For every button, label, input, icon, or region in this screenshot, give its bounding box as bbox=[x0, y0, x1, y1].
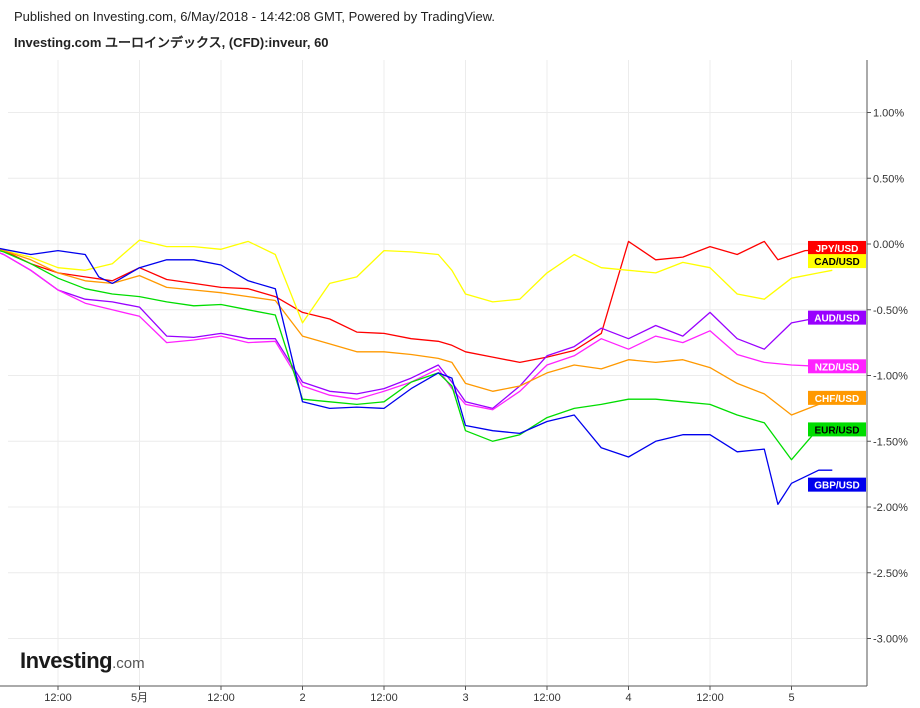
series-badge-aud-usd: AUD/USD bbox=[808, 310, 866, 325]
series-badge-bg bbox=[808, 240, 866, 255]
logo-main-text: Investing bbox=[20, 648, 113, 673]
published-info: Published on Investing.com, 6/May/2018 -… bbox=[14, 9, 496, 24]
x-axis-ticks: 12:00 5月 12:00 2 12:00 3 12:00 4 12:00 5 bbox=[44, 686, 795, 704]
y-tick-label: -2.50% bbox=[873, 568, 908, 580]
series-line-chf-usd bbox=[0, 249, 833, 416]
x-tick-label: 5 bbox=[788, 692, 794, 704]
series-badge-jpy-usd: JPY/USD bbox=[808, 240, 866, 255]
series-badge-bg bbox=[808, 359, 866, 374]
series-line-gbp-usd bbox=[0, 247, 833, 506]
series-badge-label: GBP/USD bbox=[814, 481, 860, 492]
series-badge-cad-usd: CAD/USD bbox=[808, 254, 866, 269]
x-tick-label: 12:00 bbox=[370, 692, 398, 704]
series-badge-nzd-usd: NZD/USD bbox=[808, 359, 866, 374]
series-badge-chf-usd: CHF/USD bbox=[808, 390, 866, 405]
series-badge-bg bbox=[808, 254, 866, 269]
series-badge-label: AUD/USD bbox=[814, 314, 860, 325]
y-tick-label: -1.50% bbox=[873, 436, 908, 448]
x-tick-label: 2 bbox=[299, 692, 305, 704]
series-badge-label: EUR/USD bbox=[814, 425, 859, 436]
series-line-eur-usd bbox=[0, 250, 833, 461]
y-tick-label: -2.00% bbox=[873, 502, 908, 514]
y-tick-label: -3.00% bbox=[873, 634, 908, 646]
series-badge-bg bbox=[808, 310, 866, 325]
series-badge-bg bbox=[808, 422, 866, 437]
series-line-cad-usd bbox=[0, 239, 833, 324]
y-tick-label: 1.00% bbox=[873, 108, 904, 120]
investing-logo: Investing.com bbox=[20, 648, 145, 674]
x-tick-label: 5月 bbox=[131, 692, 148, 704]
axes bbox=[0, 60, 868, 687]
series-badge-label: JPY/USD bbox=[816, 244, 859, 255]
y-axis-ticks: 1.00% 0.50% 0.00% -0.50% -1.00% -1.50% -2.00% -… bbox=[867, 108, 908, 646]
x-tick-label: 12:00 bbox=[533, 692, 561, 704]
logo-suffix-text: .com bbox=[112, 655, 145, 672]
series-lines bbox=[0, 239, 833, 506]
x-tick-label: 12:00 bbox=[44, 692, 72, 704]
series-line-nzd-usd bbox=[0, 252, 833, 411]
series-line-jpy-usd bbox=[0, 240, 833, 364]
x-tick-label: 4 bbox=[625, 692, 631, 704]
series-badge-bg bbox=[808, 390, 866, 405]
series-badge-label: CAD/USD bbox=[814, 257, 860, 268]
y-tick-label: 0.00% bbox=[873, 239, 904, 251]
x-tick-label: 12:00 bbox=[696, 692, 724, 704]
y-tick-label: -1.00% bbox=[873, 371, 908, 383]
series-badge-bg bbox=[808, 477, 866, 492]
series-badge-gbp-usd: GBP/USD bbox=[808, 477, 866, 492]
grid bbox=[8, 60, 867, 686]
series-line-aud-usd bbox=[0, 252, 833, 410]
series-badge-label: CHF/USD bbox=[815, 394, 859, 405]
y-tick-label: 0.50% bbox=[873, 173, 904, 185]
x-tick-label: 3 bbox=[462, 692, 468, 704]
chart-title: Investing.com ユーロインデックス, (CFD):inveur, 6… bbox=[14, 35, 329, 50]
series-badge-label: NZD/USD bbox=[815, 362, 859, 373]
series-labels: JPY/USD CAD/USD AUD/USD NZD/USD CHF/USD EUR/U… bbox=[808, 240, 866, 492]
y-tick-label: -0.50% bbox=[873, 305, 908, 317]
series-badge-eur-usd: EUR/USD bbox=[808, 422, 866, 437]
x-tick-label: 12:00 bbox=[207, 692, 235, 704]
